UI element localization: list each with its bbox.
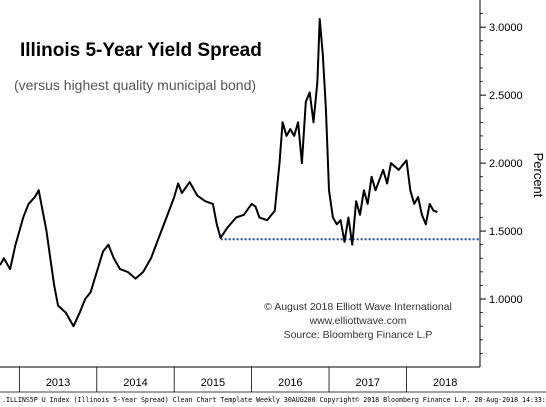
y-tick-label: 1.0000 xyxy=(489,294,523,306)
y-axis-label: Percent xyxy=(531,153,546,198)
spread-series-line xyxy=(0,18,438,328)
x-tick-label: 2014 xyxy=(123,377,147,389)
footer-text: .ILLINS5P U Index (Illinois 5-Year Sprea… xyxy=(2,396,546,404)
x-tick-label: 2017 xyxy=(355,377,379,389)
y-tick-label: 2.5000 xyxy=(489,90,523,102)
credit-line-website: www.elliottwave.com xyxy=(309,315,407,327)
x-tick-label: 2018 xyxy=(433,377,457,389)
chart-subtitle: (versus highest quality municipal bond) xyxy=(14,77,256,93)
y-tick-label: 3.0000 xyxy=(489,22,523,34)
x-axis-ticks: 2013 2014 2015 2016 2017 2018 xyxy=(18,367,457,392)
credit-line-copyright: © August 2018 Elliott Wave International xyxy=(264,301,452,313)
y-tick-label: 1.5000 xyxy=(489,226,523,238)
credit-line-source: Source: Bloomberg Finance L.P xyxy=(284,329,433,341)
x-tick-label: 2015 xyxy=(201,377,225,389)
y-tick-label: 2.0000 xyxy=(489,158,523,170)
plot-area xyxy=(0,18,480,328)
x-tick-label: 2016 xyxy=(278,377,302,389)
x-tick-label: 2013 xyxy=(46,377,70,389)
y-axis-ticks: 1.0000 1.5000 2.0000 2.5000 3.0000 xyxy=(480,13,523,354)
chart-title: Illinois 5-Year Yield Spread xyxy=(20,40,262,61)
